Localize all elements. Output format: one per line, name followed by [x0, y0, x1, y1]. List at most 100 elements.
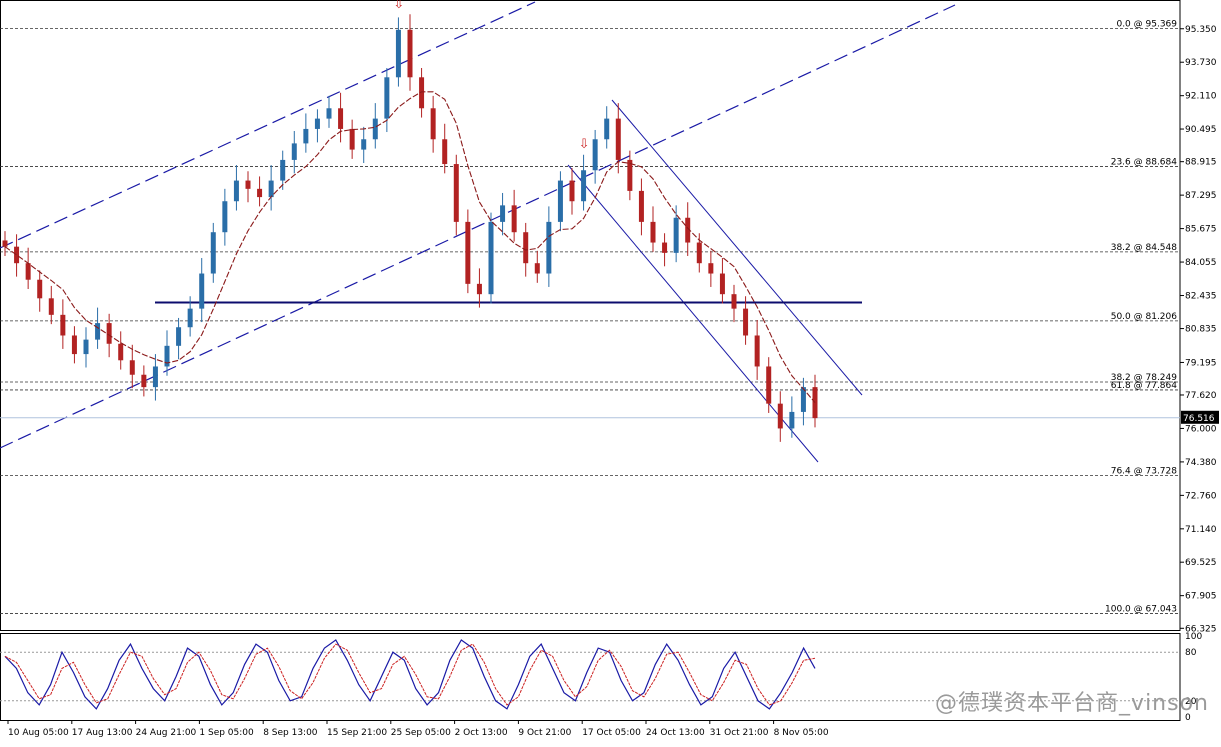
candle-body: [164, 345, 170, 367]
price-tick-label: 74.380: [1185, 458, 1217, 468]
candle-body: [14, 246, 20, 264]
candle-body: [37, 279, 43, 299]
candle-body: [627, 159, 633, 191]
candle-body: [592, 139, 598, 171]
candle-body: [488, 221, 494, 295]
candle-body: [118, 343, 124, 361]
candle-body: [303, 128, 309, 144]
oscillator-pane-frame: [0, 633, 1181, 721]
candle-body: [257, 188, 263, 198]
down-arrow-icon: ⇩: [393, 0, 404, 12]
candle-body: [245, 180, 251, 189]
candle-body: [453, 164, 459, 222]
lower-channel-line: [0, 4, 956, 449]
candle-body: [199, 273, 205, 309]
time-tick-label: 2 Oct 13:00: [455, 728, 508, 738]
time-tick-label: 10 Aug 05:00: [8, 728, 69, 738]
candle-body: [743, 308, 749, 336]
fib-level-label: 0.0 @ 95.369: [1116, 19, 1177, 29]
candle-body: [754, 335, 760, 367]
oscillator-level-label: 100: [1185, 632, 1202, 642]
candle-body: [395, 29, 401, 78]
candle-body: [83, 339, 89, 355]
oscillator-level-label: 20: [1185, 697, 1197, 707]
candle-body: [349, 128, 355, 150]
fib-level-label: 76.4 @ 73.728: [1111, 466, 1178, 476]
desc-channel-lower: [567, 164, 819, 463]
candle-body: [384, 77, 390, 119]
candle-body: [638, 190, 644, 222]
price-tick-label: 79.195: [1185, 358, 1217, 368]
oscillator-level-label: 0: [1185, 713, 1191, 723]
price-tick-label: 72.760: [1185, 491, 1217, 501]
candle-body: [176, 327, 182, 346]
fib-level-label: 100.0 @ 67.043: [1105, 604, 1177, 614]
candle-body: [719, 273, 725, 295]
time-tick-label: 8 Nov 05:00: [774, 728, 829, 738]
time-tick-label: 8 Sep 13:00: [263, 728, 318, 738]
candle-body: [210, 232, 216, 274]
price-tick-label: 90.495: [1185, 125, 1217, 135]
oscillator-main-line: [4, 639, 816, 710]
candle-body: [268, 180, 274, 198]
candle-body: [141, 374, 147, 388]
time-tick-label: 24 Aug 21:00: [136, 728, 197, 738]
candle-body: [534, 263, 540, 274]
candle-body: [708, 263, 714, 274]
candle-body: [419, 77, 425, 109]
candle-body: [696, 242, 702, 264]
candle-body: [604, 118, 610, 140]
candle-body: [152, 366, 158, 388]
candle-body: [777, 403, 783, 429]
candle-body: [25, 263, 31, 280]
candle-body: [546, 221, 552, 274]
current-price-badge: [1181, 410, 1219, 424]
candle-body: [280, 159, 286, 181]
time-tick-label: 9 Oct 21:00: [518, 728, 571, 738]
candle-body: [291, 143, 297, 160]
candle-body: [523, 232, 529, 264]
price-tick-label: 88.915: [1185, 158, 1217, 168]
candle-body: [731, 294, 737, 309]
candle-body: [800, 387, 806, 412]
candle-body: [326, 108, 332, 119]
price-tick-label: 80.835: [1185, 325, 1217, 335]
down-arrow-icon: ⇩: [579, 137, 590, 152]
price-tick-label: 66.325: [1185, 624, 1217, 634]
time-tick-label: 24 Oct 13:00: [646, 728, 705, 738]
candle-body: [650, 221, 656, 243]
candle-body: [95, 323, 101, 340]
time-tick-label: 17 Oct 05:00: [582, 728, 641, 738]
price-tick-label: 87.295: [1185, 191, 1217, 201]
candle-body: [222, 201, 228, 233]
fib-level-label: 23.6 @ 88.684: [1111, 157, 1178, 167]
candle-body: [500, 205, 506, 222]
candle-body: [48, 298, 54, 315]
candle-body: [766, 366, 772, 404]
price-tick-label: 95.350: [1185, 25, 1217, 35]
price-tick-label: 93.730: [1185, 58, 1217, 68]
fib-level-label: 38.2 @ 78.249: [1111, 373, 1178, 383]
candle-body: [2, 240, 8, 247]
candle-body: [407, 29, 413, 78]
moving-average-line: [4, 91, 816, 403]
watermark: @德璞资本平台商_vinson: [935, 691, 1209, 716]
oscillator-level-label: 80: [1185, 648, 1197, 658]
desc-channel-upper: [611, 99, 863, 396]
time-tick-label: 1 Sep 05:00: [199, 728, 254, 738]
candle-body: [465, 221, 471, 284]
candle-body: [233, 180, 239, 202]
candle-body: [673, 217, 679, 253]
time-tick-label: 15 Sep 21:00: [327, 728, 387, 738]
fib-level-label: 50.0 @ 81.206: [1111, 312, 1178, 322]
price-tick-label: 92.110: [1185, 92, 1217, 102]
candle-body: [511, 205, 517, 233]
candle-body: [60, 314, 66, 336]
price-tick-label: 85.675: [1185, 225, 1217, 235]
time-tick-label: 25 Sep 05:00: [391, 728, 451, 738]
candle-body: [557, 180, 563, 222]
candle-body: [314, 118, 320, 129]
candle-body: [361, 139, 367, 150]
candle-body: [442, 139, 448, 165]
